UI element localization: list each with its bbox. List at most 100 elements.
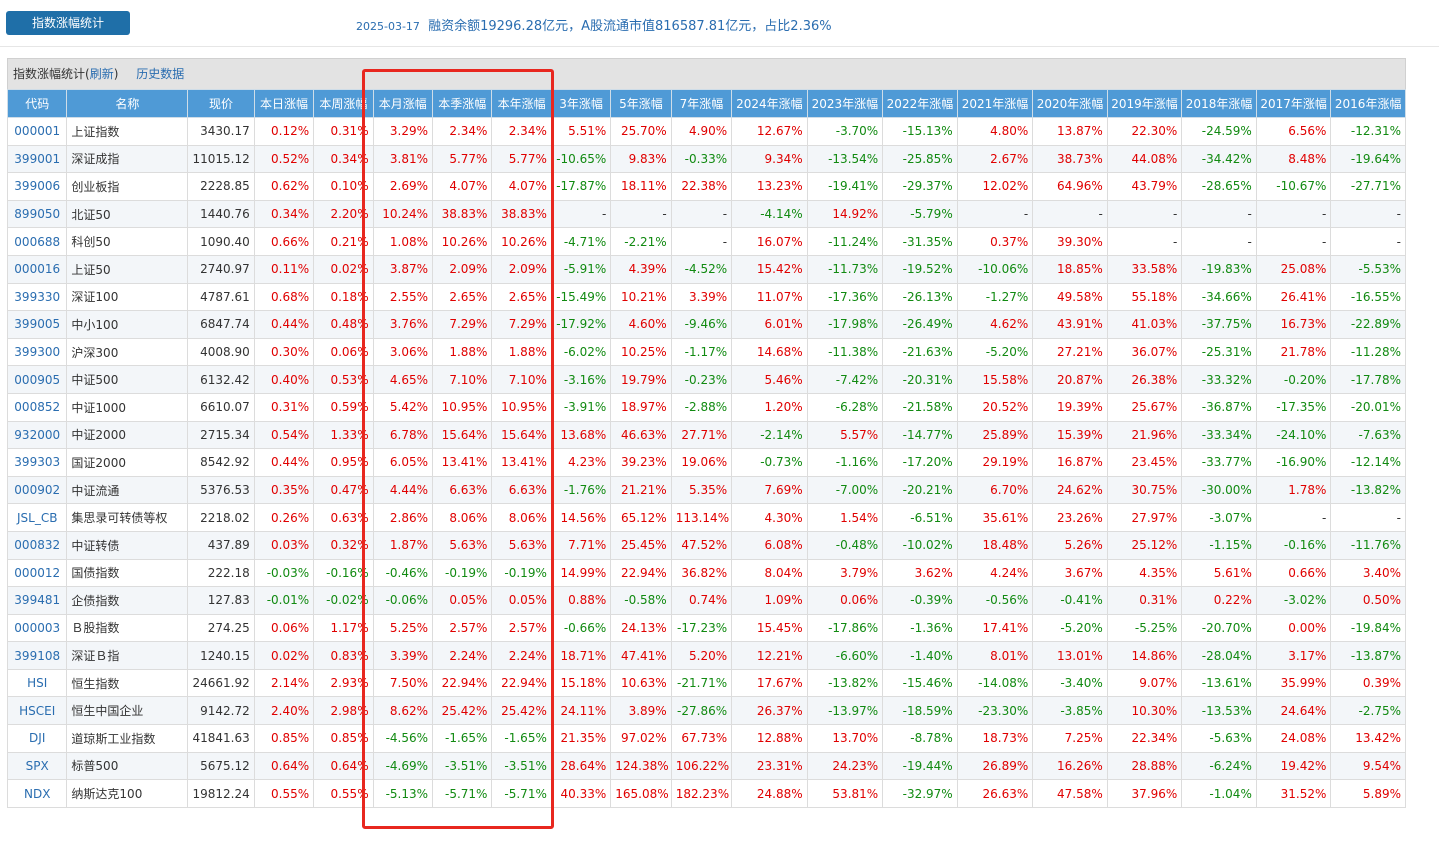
current-price: 19812.24 — [187, 779, 255, 808]
change-cell: 0.39% — [1330, 668, 1406, 698]
change-cell: 9.07% — [1106, 668, 1183, 698]
change-cell: 4.07% — [491, 172, 552, 201]
index-code-link[interactable]: 000902 — [6, 475, 68, 505]
change-cell: 0.06% — [313, 337, 374, 367]
change-cell: 0.85% — [313, 724, 374, 753]
index-code-link[interactable]: 000016 — [6, 254, 68, 284]
table-row: 000902 中证流通 5376.53 0.35% 0.47% 4.44% 6.63% 6.6… — [6, 475, 1406, 505]
current-price: 6132.42 — [187, 365, 255, 394]
change-cell: 6.05% — [372, 448, 434, 477]
index-code-link[interactable]: 899050 — [6, 199, 68, 229]
index-code-link[interactable]: DJI — [6, 724, 68, 753]
change-cell: 1.87% — [372, 530, 434, 560]
index-code-link[interactable]: 399001 — [6, 144, 68, 174]
change-cell: 0.64% — [253, 751, 315, 781]
change-cell: 47.41% — [610, 641, 672, 670]
refresh-link[interactable]: 刷新 — [89, 67, 114, 81]
change-cell: 9.34% — [731, 144, 808, 174]
panel-title-close: ) — [113, 67, 119, 81]
change-cell: -10.02% — [882, 530, 958, 560]
index-code-link[interactable]: 000832 — [6, 530, 68, 560]
change-cell: 10.63% — [610, 668, 672, 698]
change-cell: -6.60% — [806, 641, 884, 670]
change-cell: 6.01% — [731, 310, 808, 339]
index-code-link[interactable]: HSCEI — [6, 696, 68, 726]
history-data-link[interactable]: 历史数据 — [136, 67, 185, 81]
change-cell: 21.35% — [550, 724, 612, 753]
change-cell: 15.58% — [956, 365, 1034, 394]
change-cell: 22.30% — [1106, 117, 1183, 146]
change-cell: -3.16% — [550, 365, 612, 394]
change-cell: 10.26% — [432, 227, 493, 256]
index-code-link[interactable]: SPX — [6, 751, 68, 781]
change-cell: 182.23% — [670, 779, 733, 808]
change-cell: 2.14% — [253, 668, 315, 698]
index-code-link[interactable]: 399303 — [6, 448, 68, 477]
index-code-link[interactable]: 000852 — [6, 392, 68, 422]
change-cell: 6.08% — [731, 530, 808, 560]
change-cell: 7.25% — [1032, 724, 1108, 753]
index-code-link[interactable]: 932000 — [6, 420, 68, 450]
index-code-link[interactable]: HSI — [6, 668, 68, 698]
change-cell: 12.67% — [731, 117, 808, 146]
change-cell: 0.05% — [491, 586, 552, 615]
table-header-row: 代码 名称 现价 本日涨幅 本周涨幅 本月涨幅 本季涨幅 本年涨幅 3年涨幅 5年涨幅 7年涨幅 20… — [6, 89, 1406, 118]
column-header: 本年涨幅 — [491, 89, 552, 118]
change-cell: -2.88% — [670, 392, 733, 422]
index-code-link[interactable]: 000905 — [6, 365, 68, 394]
index-code-link[interactable]: 000688 — [6, 227, 68, 256]
change-cell: 0.06% — [806, 586, 884, 615]
index-code-link[interactable]: 399330 — [6, 282, 68, 312]
change-cell: 8.48% — [1255, 144, 1332, 174]
change-cell: 47.58% — [1032, 779, 1108, 808]
current-price: 1240.15 — [187, 641, 255, 670]
change-cell: -17.20% — [882, 448, 958, 477]
change-cell: 0.95% — [313, 448, 374, 477]
change-cell: -7.00% — [806, 475, 884, 505]
change-cell: 2.34% — [432, 117, 493, 146]
change-cell: 3.39% — [670, 282, 733, 312]
change-cell: 13.42% — [1330, 724, 1406, 753]
change-cell: 0.88% — [550, 586, 612, 615]
change-cell: 8.04% — [731, 558, 808, 588]
index-code-link[interactable]: 399006 — [6, 172, 68, 201]
change-cell: 14.92% — [806, 199, 884, 229]
change-cell: -5.79% — [882, 199, 958, 229]
change-cell: -20.31% — [882, 365, 958, 394]
change-cell: -15.13% — [882, 117, 958, 146]
index-code-link[interactable]: 399108 — [6, 641, 68, 670]
change-cell: 2.40% — [253, 696, 315, 726]
change-cell: -27.86% — [670, 696, 733, 726]
change-cell: -13.61% — [1181, 668, 1257, 698]
change-cell: -25.31% — [1181, 337, 1257, 367]
index-code-link[interactable]: 399481 — [6, 586, 68, 615]
current-price: 2715.34 — [187, 420, 255, 450]
change-cell: -10.67% — [1255, 172, 1332, 201]
change-cell: 9.83% — [610, 144, 672, 174]
change-cell: 4.23% — [550, 448, 612, 477]
change-cell: - — [670, 199, 733, 229]
change-cell: 44.08% — [1106, 144, 1183, 174]
index-code-link[interactable]: 000001 — [6, 117, 68, 146]
table-row: 000003 Ｂ股指数 274.25 0.06% 1.17% 5.25% 2.57% 2.57… — [6, 613, 1406, 643]
index-code-link[interactable]: 000003 — [6, 613, 68, 643]
index-code-link[interactable]: 399005 — [6, 310, 68, 339]
index-code-link[interactable]: 000012 — [6, 558, 68, 588]
index-code-link[interactable]: 399300 — [6, 337, 68, 367]
index-name: 科创50 — [66, 227, 189, 256]
current-price: 2740.97 — [187, 254, 255, 284]
change-cell: - — [1255, 199, 1332, 229]
index-code-link[interactable]: JSL_CB — [6, 503, 68, 532]
change-cell: 0.54% — [253, 420, 315, 450]
change-cell: -13.87% — [1330, 641, 1406, 670]
change-cell: 9.54% — [1330, 751, 1406, 781]
change-cell: 15.18% — [550, 668, 612, 698]
index-name: 中证转债 — [66, 530, 189, 560]
index-name: 恒生指数 — [66, 668, 189, 698]
change-cell: -5.20% — [1032, 613, 1108, 643]
change-cell: 3.17% — [1255, 641, 1332, 670]
change-cell: 5.61% — [1181, 558, 1257, 588]
change-cell: 15.39% — [1032, 420, 1108, 450]
index-stats-tab[interactable]: 指数涨幅统计 — [6, 11, 130, 35]
index-code-link[interactable]: NDX — [6, 779, 68, 808]
